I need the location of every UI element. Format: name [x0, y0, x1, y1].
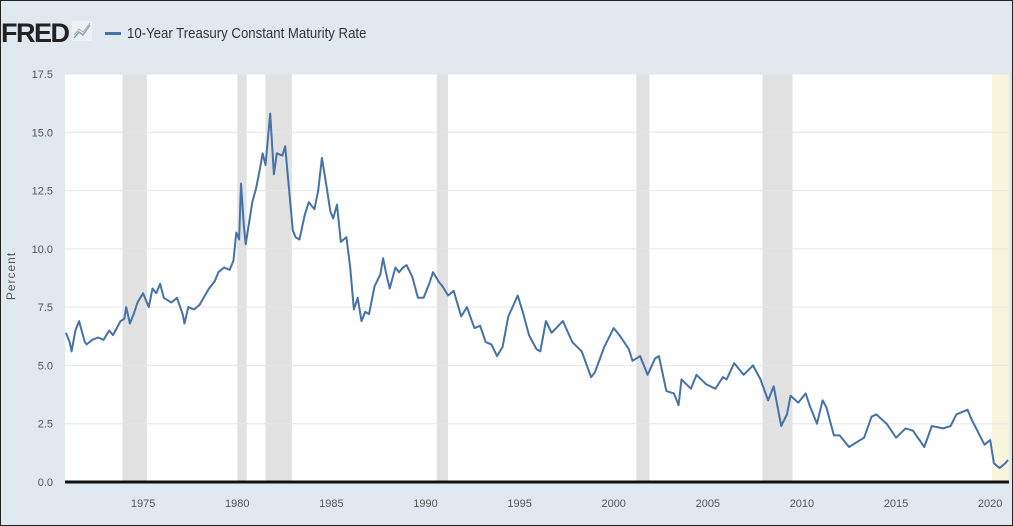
y-tick-label: 0.0	[38, 477, 53, 489]
y-tick-label: 15.0	[32, 127, 53, 139]
x-tick-label: 2015	[884, 498, 908, 510]
x-tick-label: 2000	[601, 498, 625, 510]
legend-label[interactable]: 10-Year Treasury Constant Maturity Rate	[126, 24, 366, 42]
recession-band	[122, 74, 147, 482]
series-line	[64, 112, 1009, 469]
y-axis-label: Percent	[4, 252, 18, 300]
x-tick-label: 1985	[319, 498, 343, 510]
recession-band	[762, 74, 793, 482]
x-tick-label: 1975	[131, 498, 155, 510]
x-tick-label: 2005	[696, 498, 720, 510]
plot-area	[65, 74, 1009, 482]
recession-band	[436, 74, 449, 482]
legend-swatch	[104, 31, 121, 35]
current-recession-band	[992, 74, 1009, 482]
y-tick-label: 2.5	[38, 419, 53, 431]
y-tick-label: 7.5	[38, 302, 53, 314]
fred-logo[interactable]: FRED	[1, 17, 70, 48]
recession-band	[636, 74, 650, 482]
chart-line-icon	[71, 20, 93, 47]
y-tick-label: 17.5	[32, 69, 53, 81]
x-tick-label: 2010	[790, 498, 814, 510]
x-tick-label: 1990	[413, 498, 437, 510]
y-tick-label: 12.5	[32, 186, 53, 198]
x-tick-label: 1995	[507, 498, 531, 510]
y-tick-label: 10.0	[32, 244, 53, 256]
x-tick-label: 2020	[978, 498, 1002, 510]
recession-band	[237, 74, 247, 482]
x-tick-label: 1980	[225, 498, 249, 510]
recession-band	[265, 74, 292, 482]
chart-header: FRED 10-Year Treasury Constant Maturity …	[1, 15, 399, 51]
y-tick-label: 5.0	[38, 360, 53, 372]
